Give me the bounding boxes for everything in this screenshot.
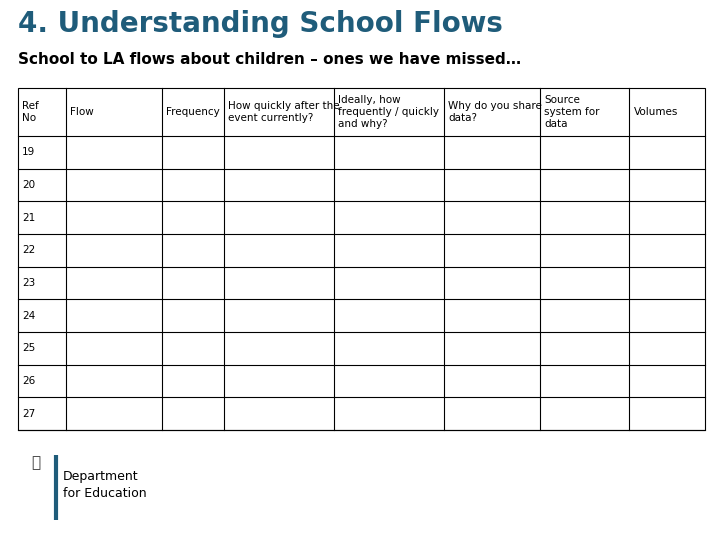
Text: 22: 22	[22, 245, 35, 255]
Text: 26: 26	[22, 376, 35, 386]
Text: Ideally, how
frequently / quickly
and why?: Ideally, how frequently / quickly and wh…	[338, 94, 439, 130]
Text: 19: 19	[22, 147, 35, 157]
Bar	[18, 88, 705, 430]
Text: How quickly after the
event currently?: How quickly after the event currently?	[228, 101, 340, 123]
Text: Department
for Education: Department for Education	[63, 470, 147, 500]
Text: School to LA flows about children – ones we have missed…: School to LA flows about children – ones…	[18, 52, 521, 67]
Text: Flow: Flow	[70, 107, 94, 117]
Text: 4. Understanding School Flows: 4. Understanding School Flows	[18, 10, 503, 38]
Text: 👑: 👑	[32, 455, 40, 470]
Text: 24: 24	[22, 310, 35, 321]
Text: 25: 25	[22, 343, 35, 353]
Text: Ref
No: Ref No	[22, 101, 39, 123]
Text: Volumes: Volumes	[634, 107, 678, 117]
Text: 21: 21	[22, 213, 35, 222]
Text: 23: 23	[22, 278, 35, 288]
Text: 20: 20	[22, 180, 35, 190]
Text: 27: 27	[22, 409, 35, 419]
Text: Source
system for
data: Source system for data	[544, 94, 600, 130]
Text: Why do you share
data?: Why do you share data?	[448, 101, 542, 123]
Text: Frequency: Frequency	[166, 107, 220, 117]
